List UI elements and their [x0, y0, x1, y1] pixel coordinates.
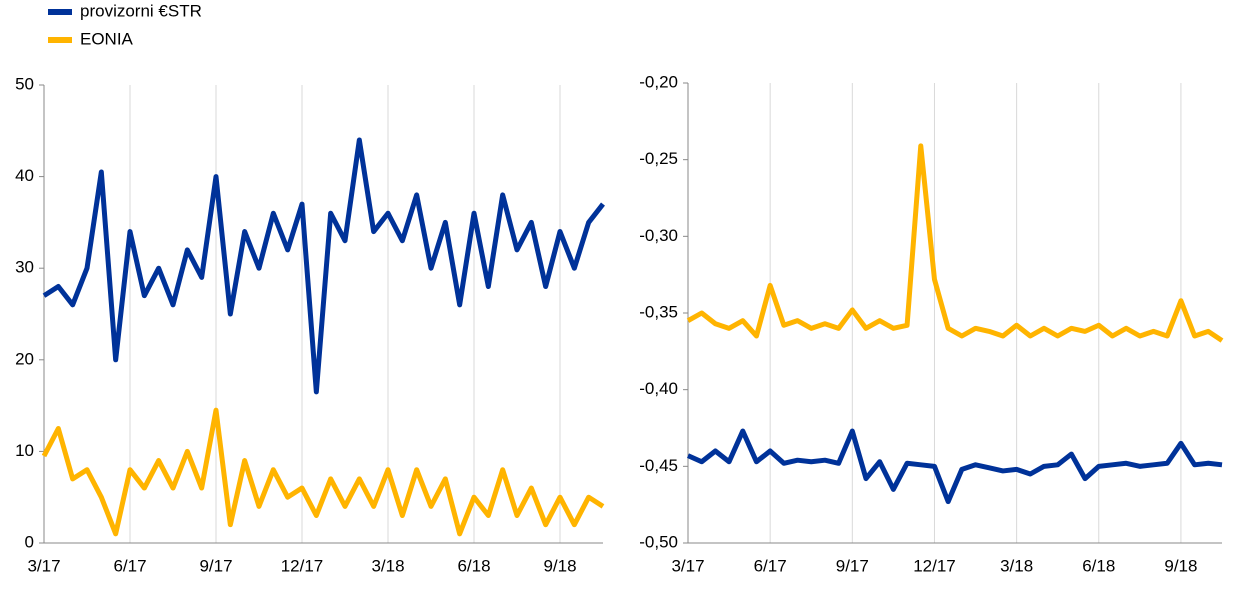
series-line [41, 407, 605, 537]
y-tick-label: -0,30 [639, 226, 678, 245]
x-tick-label: 3/18 [371, 556, 404, 575]
y-tick-label: -0,40 [639, 379, 678, 398]
legend-label: EONIA [80, 29, 134, 48]
x-tick-label: 6/18 [1082, 556, 1115, 575]
x-tick-label: 6/18 [457, 556, 490, 575]
x-tick-label: 9/17 [199, 556, 232, 575]
x-tick-label: 9/17 [836, 556, 869, 575]
series-line [686, 143, 1224, 343]
y-tick-label: -0,35 [639, 302, 678, 321]
y-tick-label: 20 [15, 349, 34, 368]
y-tick-label: 40 [15, 166, 34, 185]
x-tick-label: 3/18 [1000, 556, 1033, 575]
y-tick-label: 30 [15, 258, 34, 277]
series-line [686, 428, 1223, 505]
series-line [42, 137, 605, 395]
x-tick-label: 6/17 [754, 556, 787, 575]
x-tick-label: 3/17 [27, 556, 60, 575]
x-tick-label: 12/17 [281, 556, 324, 575]
y-tick-label: -0,25 [639, 149, 678, 168]
y-tick-label: 50 [15, 74, 34, 93]
x-tick-label: 9/18 [1164, 556, 1197, 575]
x-tick-label: 3/17 [671, 556, 704, 575]
y-tick-label: 10 [15, 441, 34, 460]
y-tick-label: -0,50 [639, 532, 678, 551]
legend-label: provizorni €STR [80, 1, 202, 20]
x-tick-label: 6/17 [113, 556, 146, 575]
y-tick-label: -0,45 [639, 456, 678, 475]
x-tick-label: 12/17 [913, 556, 956, 575]
x-tick-label: 9/18 [543, 556, 576, 575]
y-tick-label: -0,20 [639, 72, 678, 91]
y-tick-label: 0 [25, 532, 34, 551]
